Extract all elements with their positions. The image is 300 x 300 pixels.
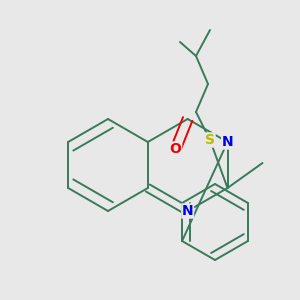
Text: N: N (222, 135, 233, 149)
Text: O: O (170, 142, 182, 156)
Text: N: N (182, 204, 194, 218)
Text: S: S (205, 133, 215, 147)
